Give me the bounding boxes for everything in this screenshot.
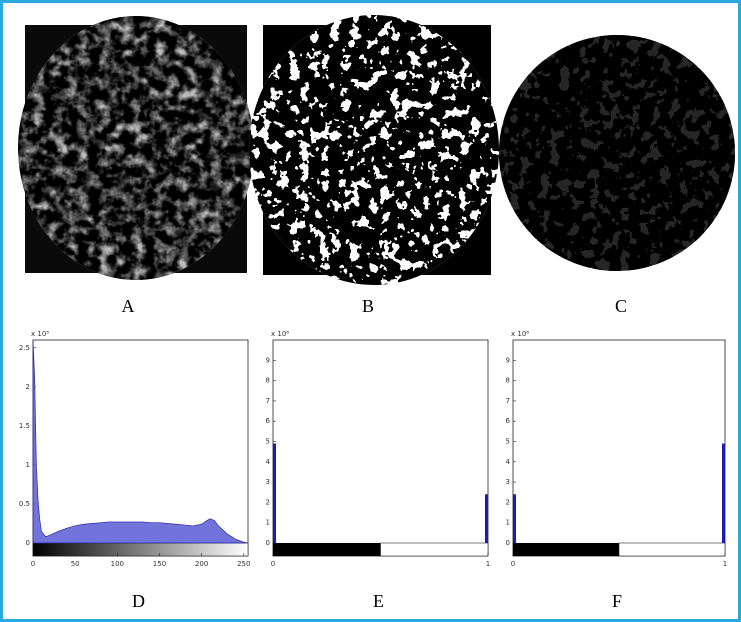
y-tick-label: 1: [266, 519, 270, 527]
y-tick-label: 0: [266, 539, 270, 547]
x-tick-label: 50: [71, 560, 80, 568]
x-tick-label: 250: [237, 560, 250, 568]
y-tick-label: 8: [506, 377, 510, 385]
x-tick-label: 1: [723, 560, 727, 568]
x-tick-label: 1: [486, 560, 490, 568]
x-tick-label: 0: [31, 560, 35, 568]
y-multiplier: x 10⁶: [511, 330, 529, 338]
y-tick-label: 7: [506, 397, 510, 405]
plot-area: [32, 339, 249, 557]
image-caption: B: [362, 296, 374, 316]
image-caption: A: [122, 296, 135, 316]
x-tick-label: 0: [511, 560, 515, 568]
colorbar: [32, 542, 249, 557]
x-tick-label: 200: [195, 560, 208, 568]
y-tick-label: 3: [266, 478, 270, 486]
x-tick-label: 100: [111, 560, 124, 568]
y-tick-label: 2: [266, 498, 270, 506]
y-tick-label: 9: [506, 356, 510, 364]
y-tick-label: 1: [506, 519, 510, 527]
y-tick-label: 8: [266, 377, 270, 385]
histogram-area: [32, 339, 249, 544]
y-tick-label: 4: [506, 458, 511, 466]
image-c: [499, 35, 735, 271]
y-tick-label: 2: [506, 498, 510, 506]
plot-area: [272, 339, 489, 557]
plot-area: [512, 339, 726, 557]
bar: [273, 443, 276, 543]
y-tick-label: 9: [266, 356, 270, 364]
y-multiplier: x 10⁵: [31, 330, 49, 338]
bar: [722, 443, 725, 543]
y-tick-label: 1.5: [19, 422, 30, 430]
y-tick-label: 6: [266, 417, 271, 425]
y-tick-label: 7: [266, 397, 270, 405]
colorbar: [273, 543, 381, 556]
x-tick-label: 150: [153, 560, 166, 568]
image-b: [249, 15, 499, 285]
bar: [485, 494, 488, 543]
chart-caption: E: [373, 591, 384, 611]
colorbar: [618, 542, 726, 557]
image-caption: C: [615, 296, 627, 316]
chart-caption: D: [132, 591, 145, 611]
y-multiplier: x 10⁶: [271, 330, 289, 338]
y-tick-label: 5: [266, 438, 270, 446]
x-tick-label: 0: [271, 560, 275, 568]
chart-caption: F: [612, 591, 622, 611]
y-tick-label: 0.5: [19, 500, 30, 508]
colorbar: [380, 542, 489, 557]
y-tick-label: 3: [506, 478, 510, 486]
y-tick-label: 1: [26, 461, 30, 469]
bar: [513, 494, 516, 543]
y-tick-label: 2.5: [19, 344, 30, 352]
y-tick-label: 0: [506, 539, 510, 547]
y-tick-label: 0: [26, 539, 30, 547]
y-tick-label: 2: [26, 383, 30, 391]
image-a: [18, 16, 254, 280]
y-tick-label: 5: [506, 438, 510, 446]
colorbar: [513, 543, 619, 556]
y-tick-label: 6: [506, 417, 511, 425]
y-tick-label: 4: [266, 458, 271, 466]
